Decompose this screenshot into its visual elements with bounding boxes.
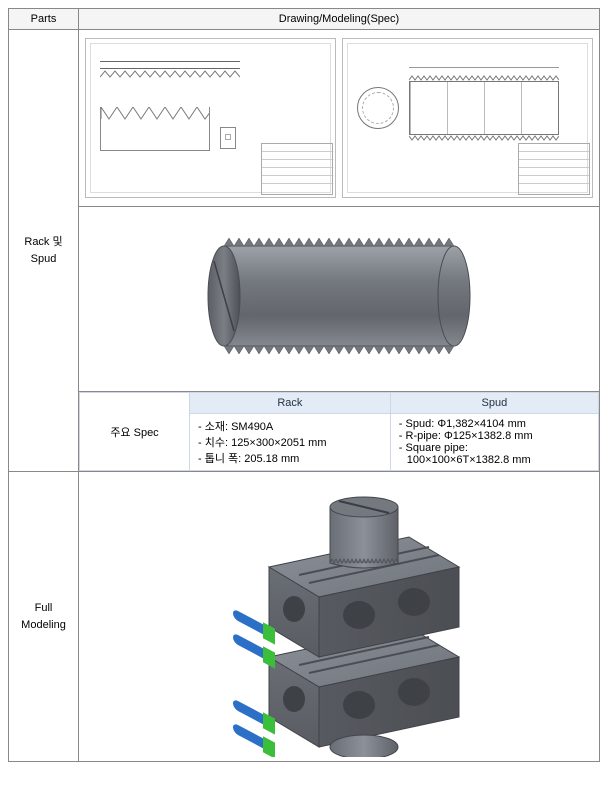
- col-header-parts: Parts: [9, 9, 79, 30]
- spec-rack-line: - 치수: 125×300×2051 mm: [198, 434, 382, 450]
- rack-spud-spec-cell: 주요 Spec Rack Spud - 소재: SM490A - 치수: 125…: [79, 392, 600, 472]
- spec-rack-line: - 톱니 폭: 205.18 mm: [198, 450, 382, 466]
- spec-spud-line: 100×100×6T×1382.8 mm: [399, 454, 590, 466]
- rack-top-view: [100, 61, 240, 69]
- parts-label-rack-spud: Rack 및 Spud: [9, 30, 79, 472]
- spec-rack-cell: - 소재: SM490A - 치수: 125×300×2051 mm - 톱니 …: [190, 414, 391, 471]
- spud-side-view: [409, 81, 559, 135]
- rack-detail-view: [100, 107, 210, 151]
- spec-head-spud: Spud: [390, 393, 598, 414]
- col-header-drawing: Drawing/Modeling(Spec): [79, 9, 600, 30]
- cylinder-render: [83, 211, 595, 387]
- spec-rack-line: - 소재: SM490A: [198, 418, 382, 434]
- central-spud: [330, 497, 398, 757]
- spec-spud-line: - Square pipe:: [399, 442, 590, 454]
- drawings-row: [83, 34, 595, 202]
- spec-head-rack: Rack: [190, 393, 391, 414]
- spec-table: Parts Drawing/Modeling(Spec) Rack 및 Spud: [8, 8, 600, 762]
- full-modeling-render: [159, 477, 519, 757]
- rack-spud-render-cell: [79, 207, 600, 392]
- drawing-rack: [85, 38, 336, 198]
- spec-spud-cell: - Spud: Φ1,382×4104 mm - R-pipe: Φ125×13…: [390, 414, 598, 471]
- parts-label-full-modeling-text: Full Modeling: [21, 602, 66, 631]
- drawing-title-block: [518, 143, 590, 195]
- spec-subtable: 주요 Spec Rack Spud - 소재: SM490A - 치수: 125…: [79, 392, 599, 471]
- parts-label-full-modeling: Full Modeling: [9, 472, 79, 762]
- spec-spud-line: - Spud: Φ1,382×4104 mm: [399, 418, 590, 430]
- full-modeling-cell: [79, 472, 600, 762]
- drawing-spud: [342, 38, 593, 198]
- spec-spud-line: - R-pipe: Φ125×1382.8 mm: [399, 430, 590, 442]
- spec-label: 주요 Spec: [80, 393, 190, 471]
- rack-spud-drawings-cell: [79, 30, 600, 207]
- rack-section-view: [220, 127, 236, 149]
- spud-bottom-teeth: [409, 135, 559, 141]
- spud-end-view: [357, 87, 399, 129]
- drawing-title-block: [261, 143, 333, 195]
- parts-label-rack-spud-text: Rack 및 Spud: [24, 236, 62, 265]
- rack-teeth-small: [100, 69, 240, 79]
